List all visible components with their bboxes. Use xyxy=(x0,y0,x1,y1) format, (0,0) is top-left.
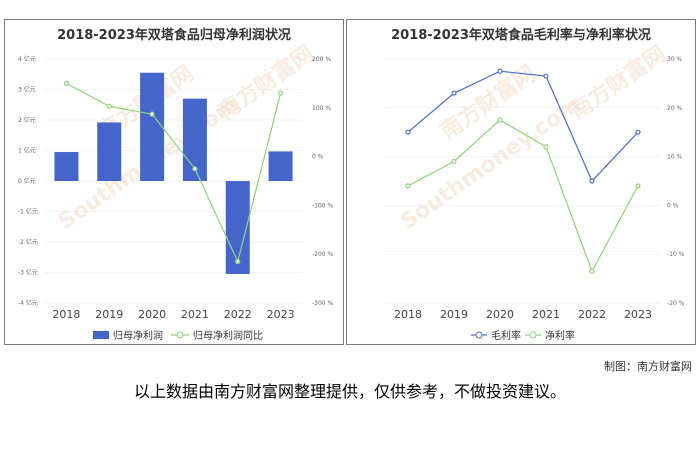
y-tick-right: 100 % xyxy=(312,105,331,112)
x-tick: 2020 xyxy=(138,308,166,321)
x-tick: 2021 xyxy=(532,308,560,321)
y-tick-right: 20 % xyxy=(667,105,683,112)
watermark-text: 南方财富网 xyxy=(214,41,319,125)
net-margin-line xyxy=(407,119,639,273)
yoy-point xyxy=(106,103,112,109)
net-margin-point xyxy=(451,158,457,165)
y-tick-right: -200 % xyxy=(312,251,334,258)
y-tick-right: 30 % xyxy=(667,56,683,63)
bar xyxy=(97,122,122,181)
y-tick-right: 0 % xyxy=(312,154,324,161)
y-tick-right: -300 % xyxy=(312,300,334,307)
y-tick-right: -100 % xyxy=(312,202,334,209)
y-tick-left: 0 亿元 xyxy=(18,177,36,185)
bar xyxy=(54,152,79,181)
gross-margin-point xyxy=(405,129,411,135)
gross-margin-point xyxy=(497,68,503,74)
x-tick: 2020 xyxy=(486,308,514,321)
x-tick: 2022 xyxy=(578,308,606,321)
legend-marker xyxy=(176,331,184,339)
credit-label: 制图：南方财富网 xyxy=(604,360,692,373)
net-margin-point xyxy=(589,268,595,274)
y-tick-left: -4 亿元 xyxy=(18,299,38,307)
legend-marker xyxy=(529,331,537,339)
left-chart-panel: 2018-2023年双塔食品归母净利润状况 南方财富网Southmoney.co… xyxy=(4,19,344,345)
gross-margin-point xyxy=(451,90,457,96)
y-tick-right: -10 % xyxy=(667,251,685,258)
x-tick: 2023 xyxy=(267,308,295,321)
right-chart-title: 2018-2023年双塔食品毛利率与净利率状况 xyxy=(391,28,651,43)
y-tick-left: -1 亿元 xyxy=(18,208,38,216)
bar xyxy=(268,151,293,181)
y-tick-right: -20 % xyxy=(667,300,685,307)
legend-label: 归母净利润 xyxy=(113,329,163,342)
y-tick-left: 4 亿元 xyxy=(18,55,36,63)
legend-label: 净利率 xyxy=(545,329,575,342)
yoy-point xyxy=(235,258,241,265)
net-margin-point xyxy=(543,144,549,150)
disclaimer-text: 以上数据由南方财富网整理提供，仅供参考，不做投资建议。 xyxy=(133,382,566,401)
right-chart-panel: 2018-2023年双塔食品毛利率与净利率状况 南方财富网 Southmoney.… xyxy=(346,19,696,345)
x-tick: 2019 xyxy=(440,308,468,321)
yoy-point xyxy=(277,90,284,96)
yoy-point xyxy=(149,111,155,117)
y-tick-right: 200 % xyxy=(312,56,331,63)
legend-label: 毛利率 xyxy=(491,329,521,342)
bar xyxy=(140,72,165,181)
y-tick-left: 1 亿元 xyxy=(18,147,36,155)
y-tick-left: -3 亿元 xyxy=(18,269,38,277)
x-tick: 2022 xyxy=(224,308,252,321)
legend-swatch-bar xyxy=(93,331,109,339)
bar xyxy=(225,181,250,275)
x-tick: 2021 xyxy=(181,308,209,321)
y-tick-left: 3 亿元 xyxy=(18,86,36,94)
y-tick-left: 2 亿元 xyxy=(18,116,36,124)
x-tick: 2019 xyxy=(95,308,123,321)
gross-margin-point xyxy=(589,178,595,184)
net-margin-point xyxy=(497,117,503,123)
legend-marker xyxy=(475,331,483,339)
gross-margin-line xyxy=(407,70,639,183)
legend-label: 归母净利润同比 xyxy=(193,329,263,342)
watermark-text: 南方财富网 xyxy=(566,41,671,125)
gross-margin-point xyxy=(543,73,549,79)
y-tick-right: 0 % xyxy=(667,202,679,209)
yoy-point xyxy=(192,166,198,172)
x-tick: 2023 xyxy=(624,308,652,321)
y-tick-left: -2 亿元 xyxy=(18,238,38,246)
left-chart-title: 2018-2023年双塔食品归母净利润状况 xyxy=(57,28,291,43)
yoy-point xyxy=(63,80,70,87)
x-tick: 2018 xyxy=(394,308,422,321)
net-margin-point xyxy=(405,183,411,189)
yoy-line xyxy=(66,82,282,264)
gross-margin-point xyxy=(635,129,641,135)
y-tick-right: 10 % xyxy=(667,154,683,161)
net-margin-point xyxy=(635,183,641,189)
x-tick: 2018 xyxy=(52,308,80,321)
